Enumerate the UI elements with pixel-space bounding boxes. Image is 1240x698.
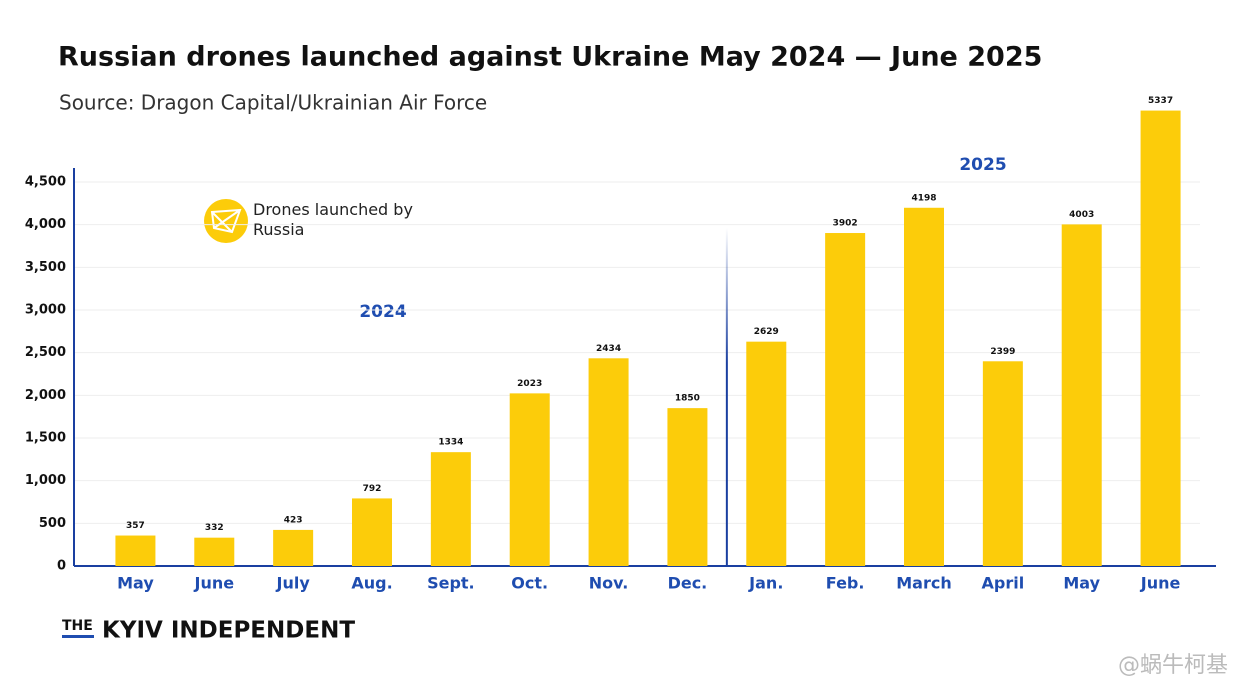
x-tick-label: Dec. (668, 574, 708, 593)
value-label: 4003 (1069, 210, 1094, 220)
y-tick-label: 500 (39, 516, 66, 531)
footer-brand: KYIV INDEPENDENT (102, 618, 355, 644)
bar (982, 361, 1023, 566)
y-tick-label: 4,500 (25, 175, 66, 190)
year-annotation: 2025 (959, 155, 1006, 175)
y-tick-label: 4,000 (25, 217, 66, 232)
bar (273, 529, 314, 566)
x-tick-label: Jan. (748, 574, 783, 593)
value-label: 332 (205, 523, 224, 533)
bar (1140, 110, 1181, 567)
value-label: 2629 (754, 327, 779, 337)
x-tick-label: June (1140, 574, 1181, 593)
x-tick-label: Feb. (826, 574, 865, 593)
y-tick-label: 3,000 (25, 303, 66, 318)
value-label: 5337 (1148, 96, 1173, 106)
legend-label: Drones launched by Russia (253, 200, 413, 239)
value-label: 357 (126, 521, 145, 531)
x-tick-label: July (276, 574, 311, 593)
x-tick-label: Sept. (427, 574, 475, 593)
x-tick-label: Oct. (511, 574, 548, 593)
chart-subtitle: Source: Dragon Capital/Ukrainian Air For… (59, 91, 487, 115)
x-tick-label: March (896, 574, 951, 593)
x-tick-label: Aug. (351, 574, 392, 593)
footer-underline (62, 635, 94, 638)
bar (352, 498, 392, 566)
y-tick-label: 2,000 (25, 388, 66, 403)
bar (194, 537, 235, 566)
watermark: @蜗牛柯基 (1118, 653, 1228, 678)
legend-icon (204, 199, 248, 243)
bar (667, 408, 708, 566)
value-label: 3902 (833, 219, 858, 229)
bar (115, 535, 156, 566)
bar (430, 452, 471, 566)
bar (1061, 224, 1102, 567)
value-label: 792 (363, 484, 382, 494)
bar (904, 207, 944, 566)
value-label: 2434 (596, 344, 621, 354)
x-tick-label: April (982, 574, 1025, 593)
y-tick-label: 0 (57, 559, 66, 574)
bar (509, 393, 550, 566)
value-label: 423 (284, 515, 303, 525)
y-tick-label: 2,500 (25, 345, 66, 360)
y-tick-label: 1,000 (25, 473, 66, 488)
x-tick-label: May (117, 574, 154, 593)
chart-title: Russian drones launched against Ukraine … (58, 42, 1042, 73)
x-tick-label: May (1063, 574, 1100, 593)
value-label: 1850 (675, 394, 700, 404)
year-separator (725, 228, 728, 566)
y-tick-label: 3,500 (25, 260, 66, 275)
bar (746, 341, 787, 566)
value-label: 4198 (911, 193, 936, 203)
y-tick-label: 1,500 (25, 431, 66, 446)
x-tick-label: Nov. (589, 574, 629, 593)
value-label: 2023 (517, 379, 542, 389)
footer-prefix: THE (62, 618, 93, 634)
value-label: 1334 (438, 438, 463, 448)
year-annotation: 2024 (359, 302, 406, 322)
bar (588, 358, 629, 566)
value-label: 2399 (990, 347, 1015, 357)
bar (825, 233, 866, 566)
x-tick-label: June (193, 574, 234, 593)
